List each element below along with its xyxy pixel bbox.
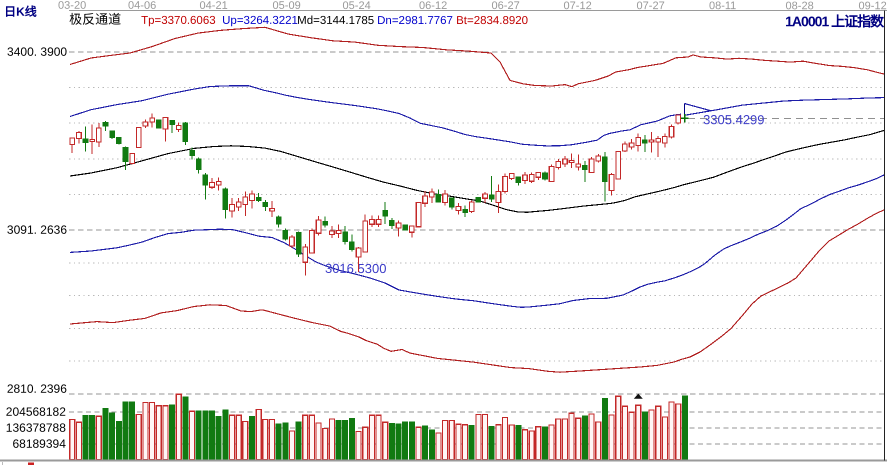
svg-text:06-12: 06-12 (419, 0, 447, 12)
svg-text:3305.4299: 3305.4299 (703, 112, 764, 127)
svg-text:Bt=2834.8920: Bt=2834.8920 (456, 15, 528, 27)
svg-text:06-27: 06-27 (492, 0, 520, 12)
svg-text:日K线: 日K线 (4, 4, 37, 19)
svg-text:3016.5300: 3016.5300 (325, 261, 386, 276)
svg-text:05-09: 05-09 (273, 0, 301, 12)
svg-text:09-12: 09-12 (859, 0, 887, 12)
svg-text:Dn=2981.7767: Dn=2981.7767 (377, 15, 453, 27)
svg-text:07-12: 07-12 (564, 0, 592, 12)
svg-text:3091. 2636: 3091. 2636 (7, 223, 67, 237)
svg-text:Up=3264.3221: Up=3264.3221 (222, 15, 298, 27)
svg-text:1A0001 上证指数: 1A0001 上证指数 (785, 13, 885, 29)
svg-text:极反通道: 极反通道 (69, 12, 121, 27)
svg-text:68189394: 68189394 (12, 437, 66, 451)
svg-text:136378788: 136378788 (6, 421, 66, 435)
svg-text:08-28: 08-28 (786, 0, 814, 12)
svg-text:204568182: 204568182 (6, 405, 66, 419)
svg-text:Tp=3370.6063: Tp=3370.6063 (141, 15, 216, 27)
svg-text:04-06: 04-06 (128, 0, 156, 12)
svg-text:3400. 3900: 3400. 3900 (7, 45, 67, 59)
svg-text:07-27: 07-27 (637, 0, 665, 12)
svg-text:04-21: 04-21 (200, 0, 228, 12)
svg-text:03-20: 03-20 (58, 0, 86, 12)
svg-text:08-11: 08-11 (709, 0, 736, 12)
svg-text:05-24: 05-24 (343, 0, 371, 12)
svg-text:2810. 2396: 2810. 2396 (7, 382, 67, 396)
svg-text:Md=3144.1785: Md=3144.1785 (297, 15, 374, 27)
